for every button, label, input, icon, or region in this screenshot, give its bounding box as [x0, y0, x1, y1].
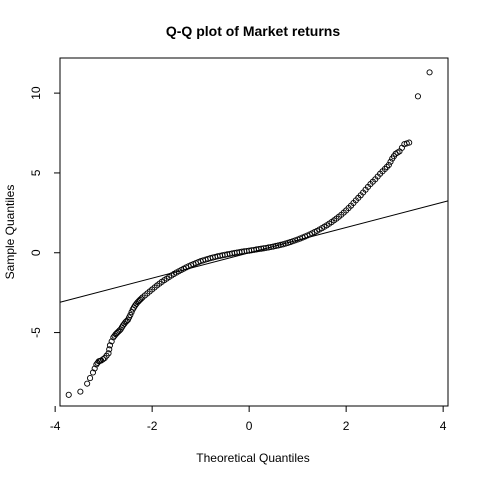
sample-point-dense — [369, 178, 376, 185]
y-tick-label: 5 — [29, 169, 43, 176]
sample-point-dense — [390, 153, 397, 160]
sample-point-dense — [364, 183, 372, 190]
sample-point-dense — [108, 338, 115, 345]
x-tick-label: 0 — [246, 419, 253, 433]
sample-point-dense — [374, 173, 381, 180]
sample-point-dense — [146, 288, 153, 295]
plot-layer — [59, 69, 449, 398]
sample-point — [89, 369, 97, 376]
sample-point-dense — [330, 217, 338, 224]
x-tick-label: 2 — [343, 419, 350, 433]
sample-point-dense — [103, 352, 110, 359]
x-tick-label: 4 — [440, 419, 447, 433]
sample-point — [414, 93, 421, 100]
sample-point-dense — [316, 226, 323, 233]
sample-point — [84, 380, 91, 387]
sample-point-dense — [301, 233, 308, 240]
sample-point-dense — [403, 140, 410, 147]
sample-point-dense — [128, 309, 135, 316]
sample-point — [106, 342, 114, 349]
sample-point-dense — [387, 158, 394, 165]
sample-point-dense — [106, 346, 113, 353]
sample-point-dense — [340, 209, 347, 216]
x-tick-label: -4 — [50, 419, 61, 433]
sample-point-dense — [99, 356, 106, 363]
sample-point-dense — [321, 223, 328, 230]
sample-point-dense — [156, 280, 163, 287]
sample-point-dense — [138, 295, 145, 302]
sample-point-dense — [350, 199, 357, 207]
sample-point-dense — [185, 263, 192, 270]
sample-point-dense — [141, 292, 148, 299]
plot-frame — [59, 57, 449, 407]
sample-point-dense — [91, 365, 98, 372]
sample-point-dense — [151, 284, 158, 291]
y-tick-label: -5 — [29, 327, 43, 338]
sample-point-dense — [355, 194, 362, 201]
axis-layer: -4 -2 0 2 4 -5 0 5 10 — [29, 57, 449, 433]
sample-point-dense — [383, 163, 390, 170]
sample-point-dense — [379, 168, 386, 175]
x-axis-label: Theoretical Quantiles — [196, 451, 309, 465]
chart-title: Q-Q plot of Market returns — [166, 23, 340, 39]
y-tick-label: 0 — [29, 249, 43, 256]
sample-point-dense — [175, 268, 182, 275]
x-tick-label: -2 — [147, 419, 158, 433]
sample-point-dense — [166, 273, 173, 281]
sample-point-dense — [360, 189, 367, 196]
sample-point-dense — [161, 277, 168, 284]
sample-point-dense — [394, 149, 401, 156]
y-axis-label: Sample Quantiles — [3, 185, 17, 280]
sample-point-dense — [335, 213, 342, 220]
sample-point-dense — [311, 229, 318, 236]
y-tick-label: 10 — [29, 86, 43, 100]
sample-point — [385, 161, 392, 169]
sample-point-dense — [126, 314, 133, 321]
sample-point-dense — [170, 270, 178, 278]
sample-point — [426, 69, 433, 76]
sample-point — [77, 388, 84, 395]
sample-point-dense — [87, 375, 94, 382]
sample-point-dense — [306, 231, 313, 238]
sample-point-dense — [398, 144, 405, 151]
sample-point-dense — [345, 205, 352, 212]
sample-point-dense — [326, 220, 333, 227]
sample-point-dense — [96, 357, 104, 364]
sample-point — [65, 391, 72, 398]
sample-point-dense — [180, 265, 187, 272]
